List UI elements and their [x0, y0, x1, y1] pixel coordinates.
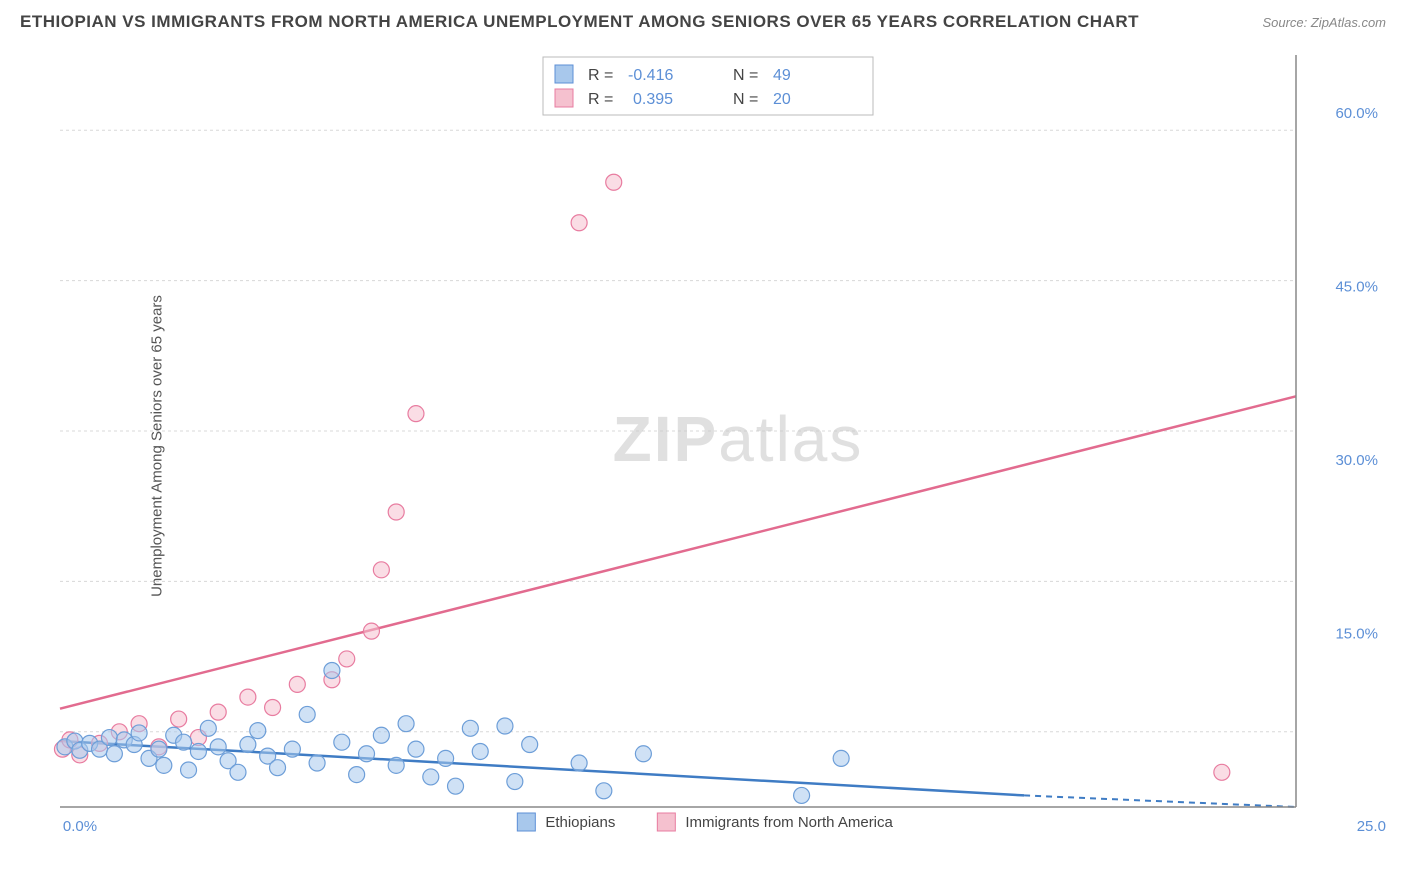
data-point-blue	[240, 737, 256, 753]
legend-label-blue: Ethiopians	[545, 814, 615, 831]
data-point-blue	[270, 760, 286, 776]
data-point-blue	[359, 746, 375, 762]
data-point-blue	[423, 769, 439, 785]
data-point-blue	[398, 716, 414, 732]
data-point-pink	[240, 689, 256, 705]
data-point-blue	[635, 746, 651, 762]
data-point-blue	[388, 757, 404, 773]
y-tick-label: 45.0%	[1335, 278, 1378, 295]
data-point-pink	[363, 623, 379, 639]
data-point-blue	[448, 778, 464, 794]
data-point-blue	[230, 764, 246, 780]
data-point-blue	[284, 741, 300, 757]
stats-n-value-blue: 49	[773, 67, 791, 84]
data-point-blue	[438, 750, 454, 766]
data-point-blue	[522, 737, 538, 753]
data-point-blue	[106, 746, 122, 762]
data-point-blue	[833, 750, 849, 766]
chart-area: ZIPatlas 15.0% 30.0% 45.0% 60.0% 0.0% 25.0% R =…	[50, 45, 1386, 842]
stats-n-value-pink: 20	[773, 91, 791, 108]
data-point-pink	[408, 406, 424, 422]
data-point-blue	[507, 774, 523, 790]
stats-r-label: R =	[588, 91, 613, 108]
stats-r-label: R =	[588, 67, 613, 84]
data-point-blue	[794, 787, 810, 803]
legend-swatch-pink	[657, 813, 675, 831]
data-point-blue	[497, 718, 513, 734]
data-point-pink	[265, 700, 281, 716]
y-tick-label: 15.0%	[1335, 625, 1378, 642]
data-point-pink	[373, 562, 389, 578]
stats-n-label: N =	[733, 67, 758, 84]
data-point-blue	[596, 783, 612, 799]
data-point-pink	[606, 174, 622, 190]
stats-r-value-blue: -0.416	[628, 67, 673, 84]
data-point-pink	[388, 504, 404, 520]
data-point-blue	[210, 739, 226, 755]
trend-line-blue-ext	[1024, 795, 1296, 807]
data-point-pink	[339, 651, 355, 667]
x-tick-label: 0.0%	[63, 818, 97, 835]
watermark: ZIPatlas	[613, 403, 864, 475]
stats-r-value-pink: 0.395	[633, 91, 673, 108]
chart-title: ETHIOPIAN VS IMMIGRANTS FROM NORTH AMERI…	[20, 12, 1139, 32]
legend-swatch-blue	[517, 813, 535, 831]
data-point-blue	[373, 727, 389, 743]
data-point-pink	[571, 215, 587, 231]
stats-n-label: N =	[733, 91, 758, 108]
data-point-blue	[324, 662, 340, 678]
stats-swatch-blue	[555, 65, 573, 83]
data-point-blue	[462, 720, 478, 736]
data-point-blue	[472, 743, 488, 759]
data-point-blue	[131, 725, 147, 741]
data-point-blue	[200, 720, 216, 736]
data-point-pink	[210, 704, 226, 720]
header: ETHIOPIAN VS IMMIGRANTS FROM NORTH AMERI…	[0, 0, 1406, 32]
data-point-pink	[171, 711, 187, 727]
x-tick-label: 25.0%	[1357, 818, 1386, 835]
source-label: Source: ZipAtlas.com	[1262, 15, 1386, 30]
data-point-blue	[334, 734, 350, 750]
y-tick-label: 30.0%	[1335, 452, 1378, 469]
data-point-blue	[181, 762, 197, 778]
data-point-blue	[349, 767, 365, 783]
data-point-blue	[176, 734, 192, 750]
data-point-blue	[309, 755, 325, 771]
data-point-pink	[289, 676, 305, 692]
data-point-blue	[190, 743, 206, 759]
stats-swatch-pink	[555, 89, 573, 107]
data-point-blue	[101, 730, 117, 746]
data-point-blue	[408, 741, 424, 757]
data-point-blue	[571, 755, 587, 771]
scatter-chart: ZIPatlas 15.0% 30.0% 45.0% 60.0% 0.0% 25.0% R =…	[50, 45, 1386, 842]
legend-label-pink: Immigrants from North America	[685, 814, 893, 831]
data-point-pink	[1214, 764, 1230, 780]
data-point-blue	[151, 741, 167, 757]
y-tick-label: 60.0%	[1335, 105, 1378, 122]
data-point-blue	[156, 757, 172, 773]
data-point-blue	[299, 706, 315, 722]
data-point-blue	[250, 723, 266, 739]
